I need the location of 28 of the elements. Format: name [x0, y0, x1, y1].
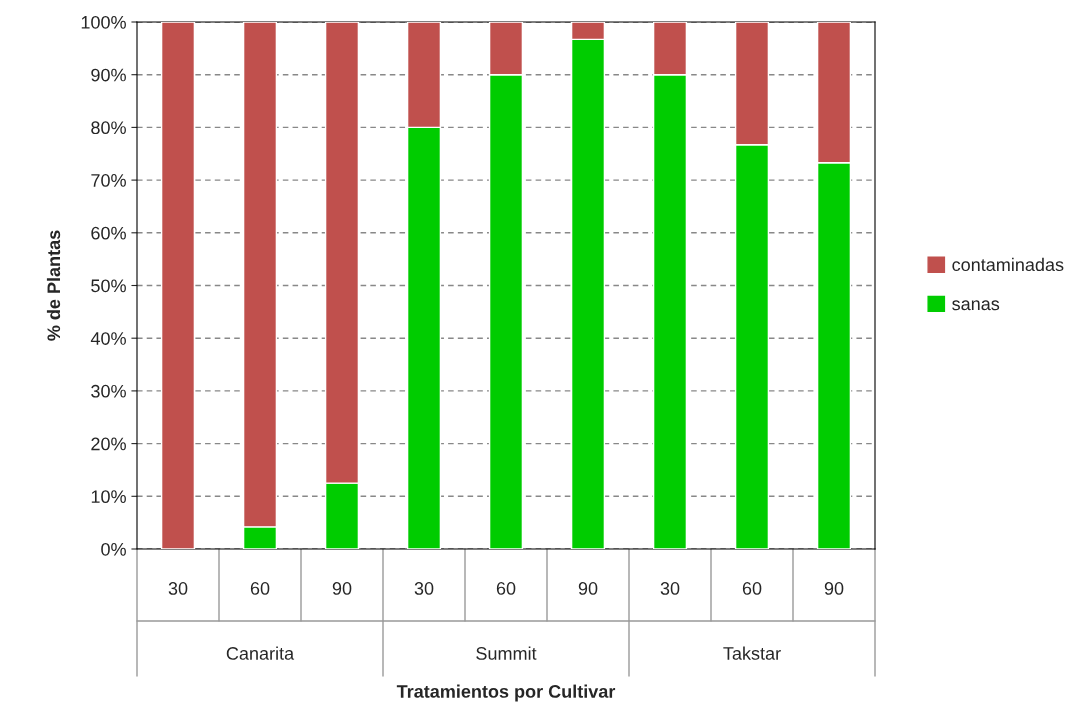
y-tick-label: 90%	[91, 68, 126, 82]
x-tick-label: 60	[250, 582, 270, 595]
y-tick-label: 40%	[90, 332, 126, 345]
x-tick-label: 60	[496, 582, 516, 595]
legend-label: contaminadas	[952, 257, 1064, 272]
text: Canarita	[226, 646, 295, 660]
y-tick-label: 20%	[91, 437, 126, 451]
y-tick-label: 80%	[91, 121, 126, 135]
bar	[160, 22, 196, 549]
text: Summit	[476, 646, 537, 660]
y-tick-label: 100%	[81, 15, 126, 29]
legend-label: sanas	[952, 300, 1000, 311]
x-axis-title: Tratamientos por Cultivar	[396, 684, 616, 702]
x-tick-label: 60	[742, 582, 762, 595]
y-tick-label: 0%	[101, 542, 126, 556]
x-tick-label: 30	[168, 582, 188, 595]
text: Takstar	[723, 646, 781, 660]
x-tick-label: 90	[824, 582, 844, 595]
x-tick-label: 90	[578, 582, 598, 595]
y-tick-label: 30%	[91, 384, 126, 398]
y-tick-label: 60%	[91, 226, 126, 240]
y-tick-label: 50%	[91, 279, 126, 293]
x-tick-label: 90	[332, 582, 352, 595]
x-tick-label: 30	[414, 582, 434, 595]
y-tick-label: 10%	[91, 490, 126, 504]
y-axis-title: % de Plantas	[46, 230, 61, 341]
y-tick-label: 70%	[91, 174, 126, 187]
x-tick-label: 30	[660, 582, 680, 595]
